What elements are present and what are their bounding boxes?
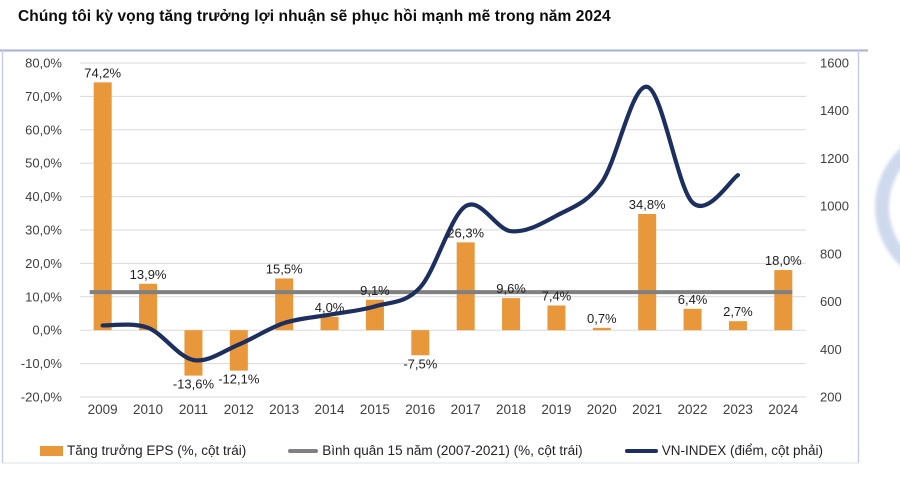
decorative-arc-logo (875, 148, 900, 266)
bar-2016 (411, 330, 430, 356)
right-axis-tick-label: 1200 (820, 151, 849, 166)
bar-label-2019: 7,4% (542, 288, 572, 303)
page-title: Chúng tôi kỳ vọng tăng trưởng lợi nhuận … (18, 8, 611, 25)
bar-2024 (774, 270, 793, 331)
bar-label-2022: 6,4% (678, 292, 708, 307)
bar-2018 (502, 298, 521, 331)
left-axis-tick-label: 70,0% (25, 89, 62, 104)
bar-2009 (93, 82, 112, 331)
right-axis-tick-label: 200 (820, 390, 842, 405)
bar-label-2013: 15,5% (266, 261, 303, 276)
eps-bar-swatch-icon (40, 445, 63, 456)
x-axis-year-label: 2011 (179, 402, 208, 417)
chart-legend: Tăng trưởng EPS (%, cột trái) Bình quân … (40, 443, 823, 458)
x-axis-year-label: 2010 (133, 402, 163, 417)
right-axis-tick-label: 1400 (820, 103, 849, 118)
x-axis-year-label: 2020 (587, 402, 617, 417)
bar-label-2009: 74,2% (84, 65, 121, 80)
plot-area: 80,0% 70,0% 60,0% 50,0% 40,0% 30,0% 20,0% 10,0%… (21, 56, 849, 418)
right-axis-tick-label: 800 (820, 246, 842, 261)
x-axis-year-label: 2015 (360, 402, 390, 417)
bar-label-2010: 13,9% (130, 267, 167, 282)
left-axis-tick-label: 40,0% (25, 189, 62, 204)
legend-item-eps: Tăng trưởng EPS (%, cột trái) (40, 443, 246, 458)
left-axis-tick-label: 20,0% (25, 256, 62, 271)
legend-label-eps: Tăng trưởng EPS (%, cột trái) (67, 443, 247, 458)
bar-2020 (592, 327, 611, 331)
x-axis-year-label: 2016 (405, 402, 435, 417)
vnindex-line (100, 84, 741, 363)
bar-label-2020: 0,7% (587, 311, 617, 326)
bar-label-2024: 18,0% (765, 253, 802, 268)
x-axis-year-label: 2022 (678, 402, 708, 417)
bar-label-2017: 26,3% (447, 225, 484, 240)
bar-label-2016: -7,5% (403, 356, 437, 371)
right-axis-tick-label: 400 (820, 342, 842, 357)
bar-label-2021: 34,8% (629, 197, 666, 212)
bar-2017 (456, 242, 475, 331)
bar-label-2015: 9,1% (360, 283, 390, 298)
x-axis-year-label: 2017 (451, 402, 481, 417)
bar-2010 (139, 283, 158, 331)
bar-2021 (638, 213, 657, 331)
x-axis-year-label: 2021 (632, 402, 662, 417)
x-axis-year-label: 2009 (88, 402, 118, 417)
left-axis-tick-label: -10,0% (21, 356, 63, 371)
left-axis-tick-label: 10,0% (25, 289, 62, 304)
bar-2019 (547, 305, 566, 331)
right-axis-tick-label: 600 (820, 294, 842, 309)
bar-2012 (229, 330, 248, 371)
bar-label-2018: 9,6% (496, 281, 526, 296)
bar-2014 (320, 316, 339, 331)
x-axis-year-label: 2012 (224, 402, 254, 417)
x-axis-year-label: 2013 (269, 402, 299, 417)
bar-label-2014: 4,0% (315, 300, 345, 315)
x-axis-year-label: 2023 (723, 402, 753, 417)
x-axis-year-label: 2018 (496, 402, 526, 417)
x-axis-year-label: 2014 (315, 402, 346, 417)
left-axis-tick-label: -20,0% (21, 390, 63, 405)
legend-label-average: Bình quân 15 năm (2007-2021) (%, cột trá… (322, 443, 583, 458)
left-axis-tick-label: 50,0% (25, 156, 62, 171)
bar-label-2011: -13,6% (173, 377, 215, 392)
average-line-swatch-icon (288, 448, 319, 453)
left-axis-tick-label: 0,0% (32, 323, 62, 338)
vnindex-line-swatch-icon (624, 448, 658, 453)
legend-item-average: Bình quân 15 năm (2007-2021) (%, cột trá… (288, 443, 583, 458)
right-axis-tick-label: 1000 (820, 199, 849, 214)
x-axis-year-label: 2019 (541, 402, 571, 417)
bar-2023 (728, 321, 747, 331)
left-axis-tick-label: 30,0% (25, 223, 62, 238)
legend-label-vnindex: VN-INDEX (điểm, cột phải) (661, 443, 823, 458)
bar-2022 (683, 308, 702, 331)
bar-label-2012: -12,1% (218, 372, 260, 387)
right-axis-tick-label: 1600 (820, 56, 849, 71)
bar-label-2023: 2,7% (723, 304, 753, 319)
legend-item-vnindex: VN-INDEX (điểm, cột phải) (624, 443, 823, 458)
left-axis-tick-label: 80,0% (25, 56, 62, 71)
bar-2011 (184, 330, 203, 376)
x-axis-year-label: 2024 (768, 402, 799, 417)
left-axis-tick-label: 60,0% (25, 122, 62, 137)
